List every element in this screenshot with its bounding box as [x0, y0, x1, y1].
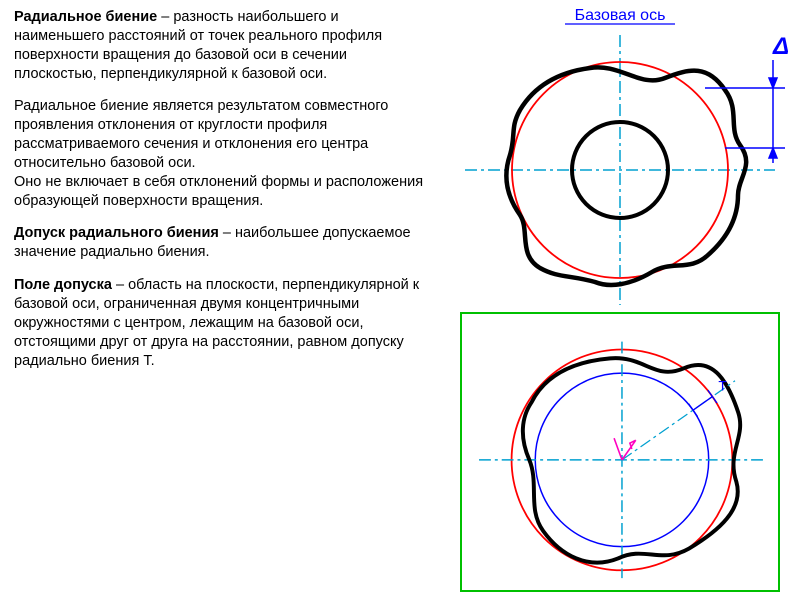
paragraph-3: Оно не включает в себя отклонений формы …	[14, 173, 430, 211]
paragraph-4: Допуск радиального биения – наибольшее д…	[14, 224, 430, 262]
term-tolerance-field: Поле допуска	[14, 277, 112, 293]
diagram-column: Базовая ось Δ T	[440, 0, 800, 600]
center-arrow-icon	[614, 438, 636, 460]
bottom-tolerance-diagram: T	[460, 312, 780, 592]
tolerance-T-label: T	[718, 379, 727, 394]
axis-label: Базовая ось	[575, 7, 666, 24]
real-profile-outline	[506, 67, 746, 285]
paragraph-2: Радиальное биение является результатом с…	[14, 97, 430, 172]
delta-label: Δ	[772, 33, 789, 60]
paragraph-5: Поле допуска – область на плоскости, пер…	[14, 276, 430, 370]
paragraph-1: Радиальное биение – разность наибольшего…	[14, 8, 430, 83]
delta-dimension	[705, 60, 785, 163]
term-radial-runout: Радиальное биение	[14, 9, 157, 25]
term-tolerance: Допуск радиального биения	[14, 225, 219, 241]
top-runout-diagram: Базовая ось Δ	[440, 0, 800, 310]
text-column: Радиальное биение – разность наибольшего…	[0, 0, 440, 600]
